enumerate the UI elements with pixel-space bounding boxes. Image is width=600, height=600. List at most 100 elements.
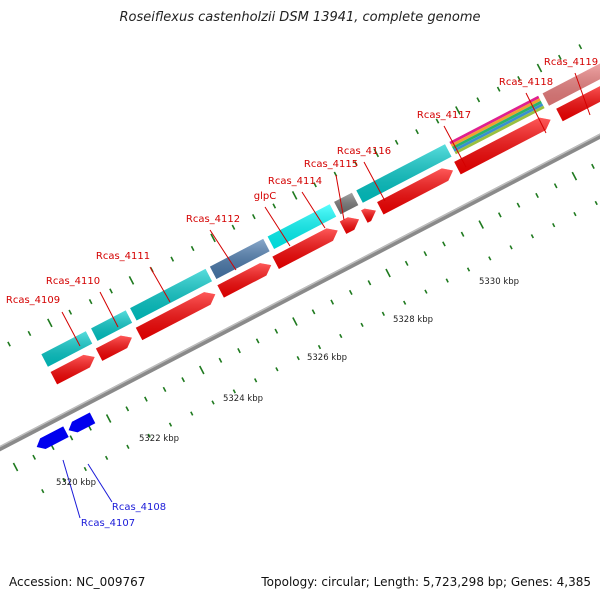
tick-mark: [7, 341, 11, 347]
tick-mark: [88, 299, 93, 305]
label-leader: [61, 311, 81, 347]
tick-mark: [211, 400, 215, 405]
tick-mark: [330, 299, 335, 305]
tick-mark: [466, 267, 471, 272]
tick-mark: [445, 278, 449, 283]
accession-text: Accession: NC_009767: [9, 575, 146, 589]
label-leader: [149, 266, 171, 303]
tick-mark: [373, 148, 380, 158]
tick-mark: [442, 241, 446, 247]
feature-box: [453, 103, 544, 152]
gene-arrow-shade: [50, 354, 95, 385]
tick-mark: [292, 317, 298, 326]
tick-mark: [41, 488, 45, 494]
tick-mark: [517, 75, 521, 82]
tick-mark: [104, 455, 109, 461]
tick-mark: [360, 322, 364, 328]
tick-mark: [455, 106, 461, 115]
tick-mark: [47, 318, 53, 328]
tick-mark: [317, 344, 322, 350]
gene-labels: Rcas_4109 Rcas_4110 Rcas_4111 Rcas_4112 glpC…: [6, 57, 598, 529]
gene-arrow-shade: [556, 86, 600, 122]
label-leader: [301, 191, 326, 229]
feature-shade: [41, 331, 93, 367]
tick-mark: [403, 300, 407, 305]
tick-mark: [251, 214, 256, 220]
tick-mark: [199, 365, 205, 375]
tick-mark: [573, 211, 577, 217]
tick-mark: [536, 63, 543, 73]
tick-mark: [105, 414, 112, 423]
tick-mark: [460, 231, 465, 237]
tick-mark: [237, 348, 241, 354]
tick-mark: [190, 411, 194, 416]
scale-label: 5328 kbp: [393, 315, 433, 325]
tick-mark: [210, 233, 216, 243]
tick-mark: [578, 44, 583, 50]
tick-mark: [296, 356, 300, 361]
label-leader: [525, 92, 547, 134]
gene-arrow-shade: [361, 208, 376, 223]
gene-arrow-shade: [217, 263, 272, 298]
tick-mark: [381, 311, 385, 316]
tick-mark: [594, 200, 598, 206]
tick-mark: [348, 289, 353, 296]
gene-label: glpC: [254, 191, 276, 202]
label-leader: [335, 174, 345, 221]
backbone-highlight: [0, 133, 600, 448]
tick-mark: [509, 245, 513, 250]
label-leader: [62, 459, 81, 519]
tick-mark: [552, 223, 556, 228]
gene-arrow-reverse: [68, 412, 96, 433]
tick-mark: [232, 389, 236, 394]
map-title: Roseiflexus castenholzii DSM 13941, comp…: [119, 10, 481, 25]
gene-label: Rcas_4111: [96, 251, 150, 262]
tick-mark: [147, 433, 151, 438]
scale-label: 5322 kbp: [139, 434, 179, 444]
gene-label: Rcas_4112: [186, 214, 240, 225]
tick-mark: [231, 224, 236, 230]
gene-label: Rcas_4109: [6, 295, 60, 306]
gene-label: Rcas_4119: [544, 57, 598, 68]
scale-label: 5324 kbp: [223, 394, 263, 404]
tick-mark: [353, 160, 358, 167]
feature-shade: [209, 238, 270, 279]
tick-mark: [535, 192, 539, 199]
topology-text: Topology: circular; Length: 5,723,298 bp…: [261, 575, 591, 589]
tick-mark: [27, 330, 32, 337]
tick-mark: [50, 444, 55, 451]
tick-mark: [190, 245, 195, 252]
scale-label: 5320 kbp: [56, 478, 96, 488]
label-leader: [87, 463, 113, 503]
tick-mark: [69, 435, 74, 441]
feature-box: [452, 100, 542, 150]
gene-arrow-shade: [135, 292, 216, 341]
tick-mark: [591, 163, 595, 169]
tick-mark: [125, 406, 130, 412]
tick-mark: [88, 425, 92, 431]
tick-mark: [553, 183, 558, 189]
tick-mark: [488, 256, 492, 261]
gene-label: Rcas_4108: [112, 502, 166, 513]
label-leader: [574, 72, 591, 116]
tick-mark: [424, 289, 428, 294]
tick-mark: [530, 234, 535, 239]
feature-boxes: [41, 63, 600, 367]
gene-arrow-shade: [454, 117, 551, 175]
tick-mark: [109, 288, 113, 294]
label-leader: [363, 161, 386, 202]
gene-label: Rcas_4107: [81, 518, 135, 529]
gene-arrow-reverse: [36, 426, 69, 449]
gene-label: Rcas_4118: [499, 77, 553, 88]
tick-mark: [339, 333, 343, 339]
tick-mark: [435, 118, 440, 124]
tick-mark: [497, 212, 502, 218]
gene-label: Rcas_4110: [46, 276, 100, 287]
label-leader: [209, 229, 237, 271]
tick-mark: [404, 260, 409, 266]
tick-mark: [516, 202, 521, 208]
gene-label: Rcas_4114: [268, 176, 322, 187]
tick-mark: [385, 268, 391, 278]
tick-mark: [291, 191, 298, 200]
